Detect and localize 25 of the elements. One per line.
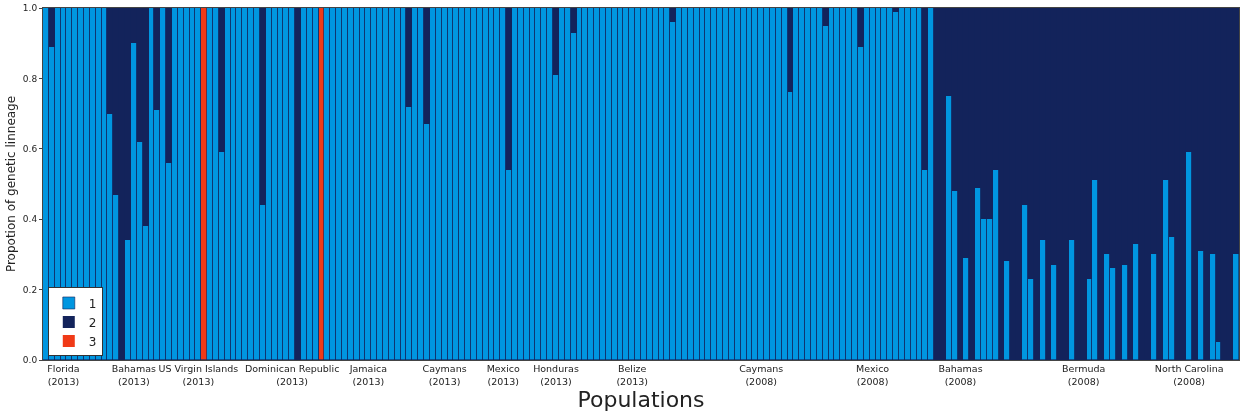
x-tick-label: Caymans (2008) xyxy=(739,363,784,387)
y-axis-title: Propotion of genetic linneage xyxy=(4,95,19,273)
x-tick-label: Caymans (2013) xyxy=(422,363,467,387)
x-tick-label: Bahamas (2008) xyxy=(938,363,983,387)
legend-label: 1 xyxy=(88,296,97,311)
x-tick-label: Dominican Republic (2013) xyxy=(244,363,340,387)
y-tick-label: 0.8 xyxy=(22,73,38,84)
x-tick-label: US Virgin Islands (2013) xyxy=(158,363,239,387)
y-tick-label: 0.0 xyxy=(22,355,38,366)
y-tick-label: 0.2 xyxy=(22,284,38,295)
legend-label: 2 xyxy=(88,315,97,330)
x-tick-label: Florida (2013) xyxy=(47,363,80,387)
x-tick-label: Bermuda (2008) xyxy=(1062,363,1106,387)
y-tick-label: 0.6 xyxy=(22,143,38,154)
x-tick-label: Jamaica (2013) xyxy=(348,363,388,387)
x-tick-label: Belize (2013) xyxy=(616,363,649,387)
x-axis-title: Populations xyxy=(577,386,705,412)
y-tick-label: 1.0 xyxy=(22,3,38,14)
x-tick-label: Mexico (2013) xyxy=(486,363,520,387)
x-tick-label: North Carolina (2008) xyxy=(1154,363,1224,387)
x-tick-label: Mexico (2008) xyxy=(855,363,890,387)
x-tick-label: Honduras (2013) xyxy=(533,363,579,387)
y-tick-label: 0.4 xyxy=(22,214,38,225)
legend-label: 3 xyxy=(88,334,97,349)
x-tick-label: Bahamas (2013) xyxy=(111,363,157,387)
